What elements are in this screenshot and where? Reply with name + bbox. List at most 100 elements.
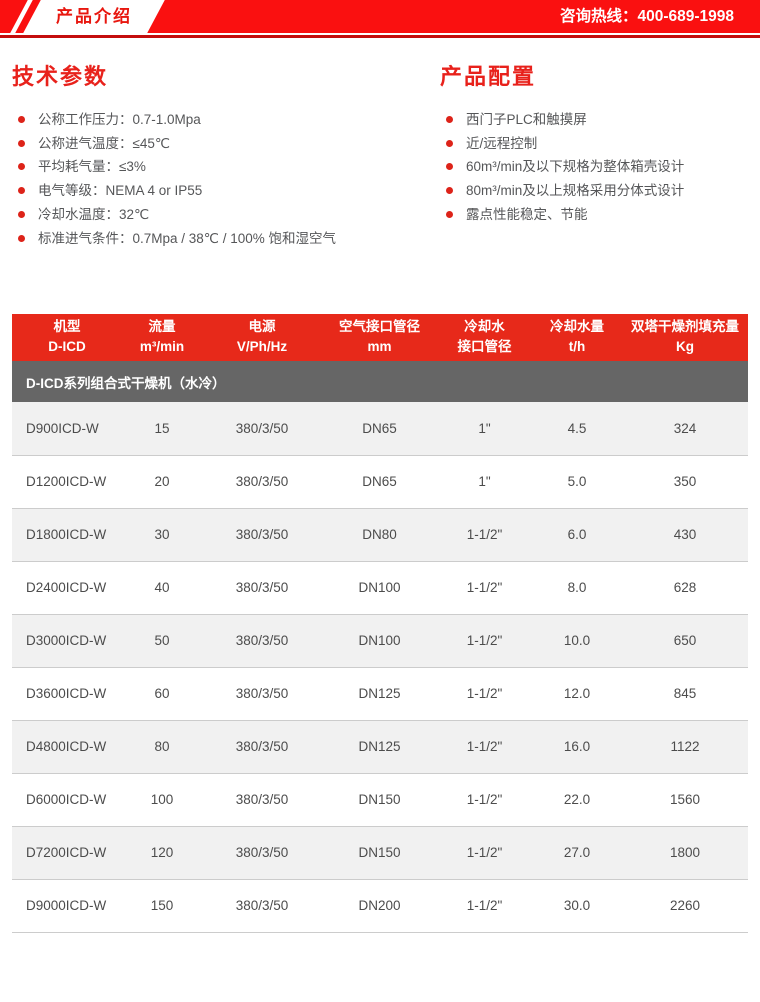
- header-line2: V/Ph/Hz: [236, 339, 288, 354]
- table-cell: 380/3/50: [202, 879, 322, 933]
- header-line1: 冷却水量: [550, 319, 604, 334]
- table-cell: 1": [437, 455, 532, 509]
- bullet-dot-icon: [18, 116, 25, 123]
- table-header-cell: 流量 m³/min: [122, 314, 202, 361]
- table-cell: 380/3/50: [202, 667, 322, 721]
- table-cell: DN65: [322, 402, 437, 456]
- header-line1: 双塔干燥剂填充量: [631, 319, 739, 334]
- table-cell: 16.0: [532, 720, 622, 774]
- bullet-dot-icon: [446, 163, 453, 171]
- bullet-dot-icon: [446, 116, 453, 123]
- table-row: D4800ICD-W 80 380/3/50 DN125 1-1/2" 16.0 1122: [12, 720, 748, 774]
- table-cell: 80: [122, 720, 202, 774]
- table-cell: 1-1/2": [437, 879, 532, 933]
- table-cell: DN125: [322, 720, 437, 774]
- table-cell: D3000ICD-W: [12, 614, 122, 668]
- top-bar: 产品介绍 咨询热线：400-689-1998: [0, 0, 760, 33]
- spec-table-body: D-ICD系列组合式干燥机（水冷） D900ICD-W 15 380/3/50 DN6…: [12, 361, 748, 933]
- table-cell: 150: [122, 879, 202, 933]
- header-line1: 电源: [248, 319, 276, 334]
- table-cell: 1-1/2": [437, 773, 532, 827]
- bullet-item: 西门子PLC和触摸屏: [440, 108, 748, 132]
- table-cell: 12.0: [532, 667, 622, 721]
- bullet-text: 80m³/min及以上规格采用分体式设计: [466, 183, 685, 199]
- table-cell: DN125: [322, 667, 437, 721]
- bullet-dot-icon: [446, 187, 453, 195]
- table-cell: 1-1/2": [437, 667, 532, 721]
- table-row: D2400ICD-W 40 380/3/50 DN100 1-1/2" 8.0 628: [12, 561, 748, 615]
- bullet-item: 标准进气条件：0.7Mpa / 38℃ / 100% 饱和湿空气: [12, 227, 428, 251]
- table-cell: 30: [122, 508, 202, 562]
- bullet-item: 露点性能稳定、节能: [440, 203, 748, 227]
- header-line2: t/h: [568, 339, 586, 354]
- bullet-dot-icon: [18, 210, 25, 218]
- table-cell: D1200ICD-W: [12, 455, 122, 509]
- header-line1: 空气接口管径: [339, 319, 420, 334]
- bullet-text: 冷却水温度：32℃: [38, 206, 150, 222]
- table-cell: D4800ICD-W: [12, 720, 122, 774]
- table-cell: DN65: [322, 455, 437, 509]
- header-line2: D-ICD: [48, 339, 86, 354]
- spec-table: 机型 D-ICD 流量 m³/min 电源 V/Ph/Hz 空气接口管径 mm 冷却水 接口管径冷…: [12, 314, 748, 933]
- table-cell: 380/3/50: [202, 561, 322, 615]
- bullet-text: 露点性能稳定、节能: [466, 206, 588, 222]
- table-cell: 350: [622, 455, 748, 509]
- table-header-cell: 冷却水量 t/h: [532, 314, 622, 361]
- bullet-text: 近/远程控制: [466, 135, 538, 151]
- hotline-text: 咨询热线：400-689-1998: [559, 8, 734, 25]
- table-group-row: D-ICD系列组合式干燥机（水冷）: [12, 361, 748, 402]
- table-cell: 10.0: [532, 614, 622, 668]
- bullet-item: 60m³/min及以下规格为整体箱壳设计: [440, 155, 748, 179]
- table-cell: 1-1/2": [437, 508, 532, 562]
- table-cell: D2400ICD-W: [12, 561, 122, 615]
- table-row: D900ICD-W 15 380/3/50 DN65 1" 4.5 324: [12, 402, 748, 456]
- table-row: D7200ICD-W 120 380/3/50 DN150 1-1/2" 27.0 1800: [12, 826, 748, 880]
- table-group-title: D-ICD系列组合式干燥机（水冷）: [12, 361, 748, 402]
- product-intro-badge-label: 产品介绍: [56, 7, 132, 26]
- bullet-text: 公称进气温度：≤45℃: [38, 135, 171, 151]
- table-cell: 30.0: [532, 879, 622, 933]
- product-config-list: 西门子PLC和触摸屏 近/远程控制 60m³/min及以下规格为整体箱壳设计 80m³…: [440, 108, 748, 227]
- table-cell: 380/3/50: [202, 508, 322, 562]
- header-line2: 接口管径: [457, 339, 512, 354]
- bullet-dot-icon: [18, 187, 25, 195]
- table-cell: 1800: [622, 826, 748, 880]
- table-row: D1200ICD-W 20 380/3/50 DN65 1" 5.0 350: [12, 455, 748, 509]
- table-cell: 40: [122, 561, 202, 615]
- table-cell: 1-1/2": [437, 614, 532, 668]
- table-cell: D7200ICD-W: [12, 826, 122, 880]
- table-header-cell: 机型 D-ICD: [12, 314, 122, 361]
- table-cell: DN150: [322, 826, 437, 880]
- table-cell: 1122: [622, 720, 748, 774]
- bullet-item: 电气等级：NEMA 4 or IP55: [12, 179, 428, 203]
- table-cell: DN80: [322, 508, 437, 562]
- header-line2: Kg: [676, 339, 694, 354]
- table-cell: D900ICD-W: [12, 402, 122, 456]
- header-line2: mm: [367, 339, 392, 354]
- table-cell: 4.5: [532, 402, 622, 456]
- bullet-dot-icon: [446, 139, 453, 147]
- bullet-text: 西门子PLC和触摸屏: [466, 112, 587, 127]
- table-cell: 380/3/50: [202, 826, 322, 880]
- table-cell: 324: [622, 402, 748, 456]
- table-cell: D1800ICD-W: [12, 508, 122, 562]
- content-sections: 技术参数 公称工作压力：0.7-1.0Mpa 公称进气温度：≤45℃ 平均耗气量：≤…: [0, 38, 760, 314]
- bullet-item: 公称工作压力：0.7-1.0Mpa: [12, 108, 428, 132]
- table-cell: 380/3/50: [202, 773, 322, 827]
- table-cell: 628: [622, 561, 748, 615]
- header-line1: 流量: [148, 319, 176, 334]
- table-cell: 2260: [622, 879, 748, 933]
- table-cell: 27.0: [532, 826, 622, 880]
- table-cell: 380/3/50: [202, 614, 322, 668]
- table-cell: 1": [437, 402, 532, 456]
- top-bar-underline: [0, 35, 760, 38]
- table-header-cell: 电源 V/Ph/Hz: [202, 314, 322, 361]
- tech-params-list: 公称工作压力：0.7-1.0Mpa 公称进气温度：≤45℃ 平均耗气量：≤3% 电气等…: [12, 108, 428, 250]
- table-cell: 15: [122, 402, 202, 456]
- bullet-text: 60m³/min及以下规格为整体箱壳设计: [466, 159, 685, 175]
- bullet-text: 公称工作压力：0.7-1.0Mpa: [38, 112, 201, 127]
- table-cell: 1-1/2": [437, 561, 532, 615]
- section-product-config: 产品配置 西门子PLC和触摸屏 近/远程控制 60m³/min及以下规格为整体箱壳设…: [428, 38, 748, 314]
- table-cell: 100: [122, 773, 202, 827]
- table-header-cell: 空气接口管径 mm: [322, 314, 437, 361]
